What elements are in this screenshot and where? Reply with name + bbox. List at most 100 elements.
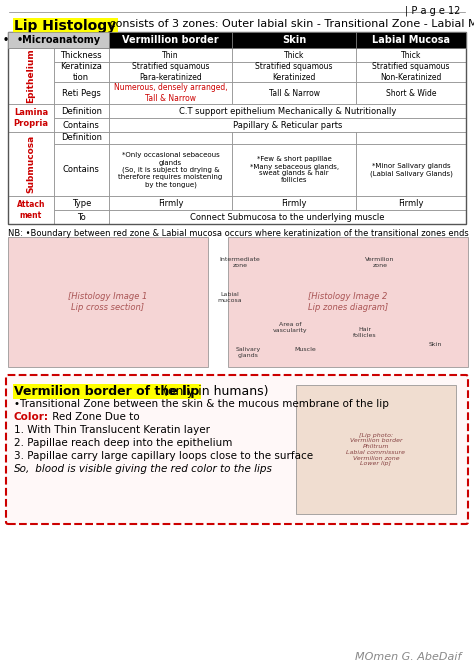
Bar bbox=[109, 210, 466, 224]
Text: Vermillion border: Vermillion border bbox=[95, 35, 191, 45]
Text: Skin: Skin bbox=[255, 35, 279, 45]
Text: Skin: Skin bbox=[428, 342, 442, 347]
Bar bbox=[8, 32, 81, 48]
Bar bbox=[109, 118, 466, 132]
Bar bbox=[54, 104, 109, 118]
Text: Red Zone Due to: Red Zone Due to bbox=[49, 412, 140, 422]
Text: *Few & short papillae
*Many sebaceous glands,
sweat glands & hair
follicles: *Few & short papillae *Many sebaceous gl… bbox=[250, 157, 339, 184]
Text: Salivary
glands: Salivary glands bbox=[236, 347, 261, 358]
Text: Thickness: Thickness bbox=[61, 50, 102, 60]
Text: [Histology Image 2
Lip zones diagram]: [Histology Image 2 Lip zones diagram] bbox=[308, 292, 388, 312]
Text: Firmly: Firmly bbox=[158, 198, 183, 208]
Text: Stratified squamous
Keratinized: Stratified squamous Keratinized bbox=[255, 62, 333, 82]
Text: So,: So, bbox=[14, 464, 30, 474]
Text: Hair
follicles: Hair follicles bbox=[353, 327, 377, 338]
Text: Short & Wide: Short & Wide bbox=[386, 88, 436, 98]
Text: Firmly: Firmly bbox=[398, 198, 424, 208]
Bar bbox=[8, 237, 208, 367]
Bar bbox=[356, 48, 466, 62]
Text: Lamina
Propria: Lamina Propria bbox=[13, 109, 48, 128]
Text: Attach
ment: Attach ment bbox=[17, 200, 45, 220]
Bar bbox=[54, 144, 109, 196]
Bar bbox=[109, 48, 232, 62]
Bar bbox=[109, 32, 232, 48]
Bar bbox=[109, 62, 232, 82]
Text: Lip Histology: Lip Histology bbox=[14, 19, 116, 33]
Text: Type: Type bbox=[72, 198, 91, 208]
Text: [Histology Image 1
Lip cross section]: [Histology Image 1 Lip cross section] bbox=[68, 292, 148, 312]
Bar bbox=[109, 196, 232, 210]
Text: Skin: Skin bbox=[282, 35, 306, 45]
Bar bbox=[109, 82, 232, 104]
Bar bbox=[205, 32, 328, 48]
Text: Reti Pegs: Reti Pegs bbox=[62, 88, 100, 98]
Bar bbox=[109, 104, 466, 118]
Bar bbox=[109, 132, 232, 144]
Text: *Minor Salivary glands
(Labial Salivary Glands): *Minor Salivary glands (Labial Salivary … bbox=[370, 163, 453, 177]
Text: (only in humans): (only in humans) bbox=[159, 385, 268, 398]
Text: •Microanatomy: •Microanatomy bbox=[16, 35, 100, 45]
Bar bbox=[54, 196, 109, 210]
Text: 3. Papillae carry large capillary loops close to the surface: 3. Papillae carry large capillary loops … bbox=[14, 451, 313, 461]
Bar bbox=[81, 32, 205, 48]
Bar bbox=[205, 32, 328, 48]
Bar bbox=[296, 385, 456, 514]
Bar bbox=[109, 144, 232, 196]
Bar bbox=[81, 32, 205, 48]
Text: Numerous, densely arranged,
Tall & Narrow: Numerous, densely arranged, Tall & Narro… bbox=[114, 83, 228, 103]
Bar bbox=[54, 48, 109, 62]
Text: Stratified squamous
Para-keratinized: Stratified squamous Para-keratinized bbox=[132, 62, 210, 82]
Bar bbox=[232, 32, 356, 48]
Bar bbox=[356, 132, 466, 144]
Text: Firmly: Firmly bbox=[282, 198, 307, 208]
Text: Color:: Color: bbox=[14, 412, 49, 422]
Text: C.T support epithelium Mechanically & Nutritionally: C.T support epithelium Mechanically & Nu… bbox=[179, 107, 396, 115]
Text: 1. With Thin Translucent Keratin layer: 1. With Thin Translucent Keratin layer bbox=[14, 425, 210, 435]
Text: [Lip photo:
Vermilion border
Philtrum
Labial commissure
Vermilion zone
Lower lip: [Lip photo: Vermilion border Philtrum La… bbox=[346, 433, 405, 466]
Bar bbox=[356, 82, 466, 104]
Text: Tall & Narrow: Tall & Narrow bbox=[269, 88, 320, 98]
Text: Vermilion border of the lip: Vermilion border of the lip bbox=[14, 385, 199, 398]
Bar bbox=[328, 32, 466, 48]
Text: Submucosa: Submucosa bbox=[27, 135, 36, 193]
Text: Muscle: Muscle bbox=[294, 347, 316, 352]
Text: Thin: Thin bbox=[162, 50, 179, 60]
Text: Vermillion border: Vermillion border bbox=[122, 35, 219, 45]
Text: MOmen G. AbeDaif: MOmen G. AbeDaif bbox=[355, 652, 461, 662]
Text: Stratified squamous
Non-Keratinized: Stratified squamous Non-Keratinized bbox=[372, 62, 450, 82]
Text: Labial
mucosa: Labial mucosa bbox=[218, 292, 242, 303]
Text: Area of
vascularity: Area of vascularity bbox=[273, 322, 307, 333]
Text: 2. Papillae reach deep into the epithelium: 2. Papillae reach deep into the epitheli… bbox=[14, 438, 232, 448]
Bar bbox=[228, 237, 468, 367]
Bar bbox=[232, 62, 356, 82]
Text: Thick: Thick bbox=[401, 50, 421, 60]
Bar bbox=[232, 48, 356, 62]
Text: •Transitional Zone between the skin & the mucous membrane of the lip: •Transitional Zone between the skin & th… bbox=[14, 399, 389, 409]
Bar bbox=[232, 132, 356, 144]
Bar bbox=[54, 118, 109, 132]
Text: Thick: Thick bbox=[284, 50, 304, 60]
Text: Papillary & Reticular parts: Papillary & Reticular parts bbox=[233, 121, 342, 129]
Bar bbox=[356, 196, 466, 210]
Bar bbox=[8, 104, 54, 132]
Text: *Only occasional sebaceous
glands
(So, it is subject to drying &
therefore requi: *Only occasional sebaceous glands (So, i… bbox=[118, 153, 223, 188]
Bar bbox=[356, 144, 466, 196]
Text: Definition: Definition bbox=[61, 133, 102, 143]
Text: NB: •Boundary between red zone & Labial mucosa occurs where keratinization of th: NB: •Boundary between red zone & Labial … bbox=[8, 229, 469, 238]
Text: Vermilion
zone: Vermilion zone bbox=[365, 257, 395, 268]
Bar bbox=[8, 32, 81, 48]
Text: | P a g e 12: | P a g e 12 bbox=[405, 5, 460, 15]
FancyBboxPatch shape bbox=[6, 375, 468, 524]
Text: Definition: Definition bbox=[61, 107, 102, 115]
Bar bbox=[54, 210, 109, 224]
Text: blood is visible giving the red color to the lips: blood is visible giving the red color to… bbox=[32, 464, 272, 474]
Text: Labial Mucosa: Labial Mucosa bbox=[372, 35, 450, 45]
Text: Connect Submucosa to the underlying muscle: Connect Submucosa to the underlying musc… bbox=[190, 212, 384, 222]
Bar bbox=[356, 32, 466, 48]
Bar bbox=[8, 196, 54, 224]
Text: Keratiniza
tion: Keratiniza tion bbox=[60, 62, 102, 82]
Bar bbox=[232, 196, 356, 210]
Text: consists of 3 zones: Outer labial skin - Transitional Zone - Labial Mucosa: consists of 3 zones: Outer labial skin -… bbox=[106, 19, 474, 29]
Bar bbox=[328, 32, 466, 48]
Bar bbox=[232, 82, 356, 104]
